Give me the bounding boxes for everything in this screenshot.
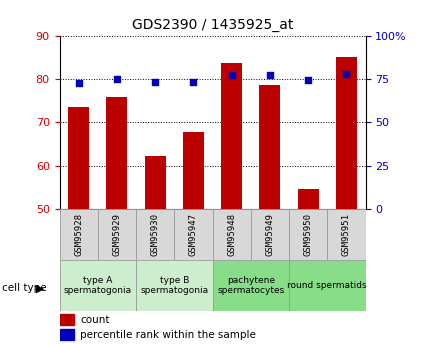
Text: GSM95929: GSM95929 [112, 213, 122, 256]
FancyBboxPatch shape [98, 209, 136, 260]
Bar [298, 189, 319, 209]
FancyBboxPatch shape [60, 260, 136, 310]
Point [343, 71, 350, 77]
FancyBboxPatch shape [289, 209, 327, 260]
FancyBboxPatch shape [251, 209, 289, 260]
Bar [68, 107, 89, 209]
Point [152, 79, 159, 85]
Text: cell type: cell type [2, 283, 47, 293]
Text: GSM95948: GSM95948 [227, 213, 236, 256]
FancyBboxPatch shape [212, 209, 251, 260]
Point [190, 79, 197, 85]
Bar [60, 314, 74, 325]
FancyBboxPatch shape [327, 209, 366, 260]
Text: type A
spermatogonia: type A spermatogonia [64, 276, 132, 295]
Point [113, 76, 120, 82]
FancyBboxPatch shape [60, 209, 98, 260]
FancyBboxPatch shape [174, 209, 212, 260]
Bar [221, 63, 242, 209]
Title: GDS2390 / 1435925_at: GDS2390 / 1435925_at [132, 18, 293, 32]
Text: ▶: ▶ [36, 284, 44, 294]
Bar [60, 329, 74, 340]
Point [266, 72, 273, 78]
Bar [144, 156, 166, 209]
Text: GSM95930: GSM95930 [150, 213, 160, 256]
Bar [106, 97, 128, 209]
FancyBboxPatch shape [136, 260, 212, 310]
Text: GSM95949: GSM95949 [265, 213, 275, 256]
Point [75, 80, 82, 86]
FancyBboxPatch shape [289, 260, 366, 310]
Text: GSM95928: GSM95928 [74, 213, 83, 256]
FancyBboxPatch shape [212, 260, 289, 310]
FancyBboxPatch shape [136, 209, 174, 260]
Text: GSM95951: GSM95951 [342, 213, 351, 256]
Text: percentile rank within the sample: percentile rank within the sample [80, 329, 256, 339]
Text: GSM95947: GSM95947 [189, 213, 198, 256]
Text: GSM95950: GSM95950 [303, 213, 313, 256]
Bar [183, 132, 204, 209]
Text: round spermatids: round spermatids [287, 281, 367, 290]
Text: pachytene
spermatocytes: pachytene spermatocytes [217, 276, 284, 295]
Point [305, 77, 312, 82]
Bar [259, 85, 280, 209]
Point [228, 72, 235, 78]
Bar [336, 57, 357, 209]
Text: count: count [80, 315, 110, 325]
Text: type B
spermatogonia: type B spermatogonia [140, 276, 208, 295]
